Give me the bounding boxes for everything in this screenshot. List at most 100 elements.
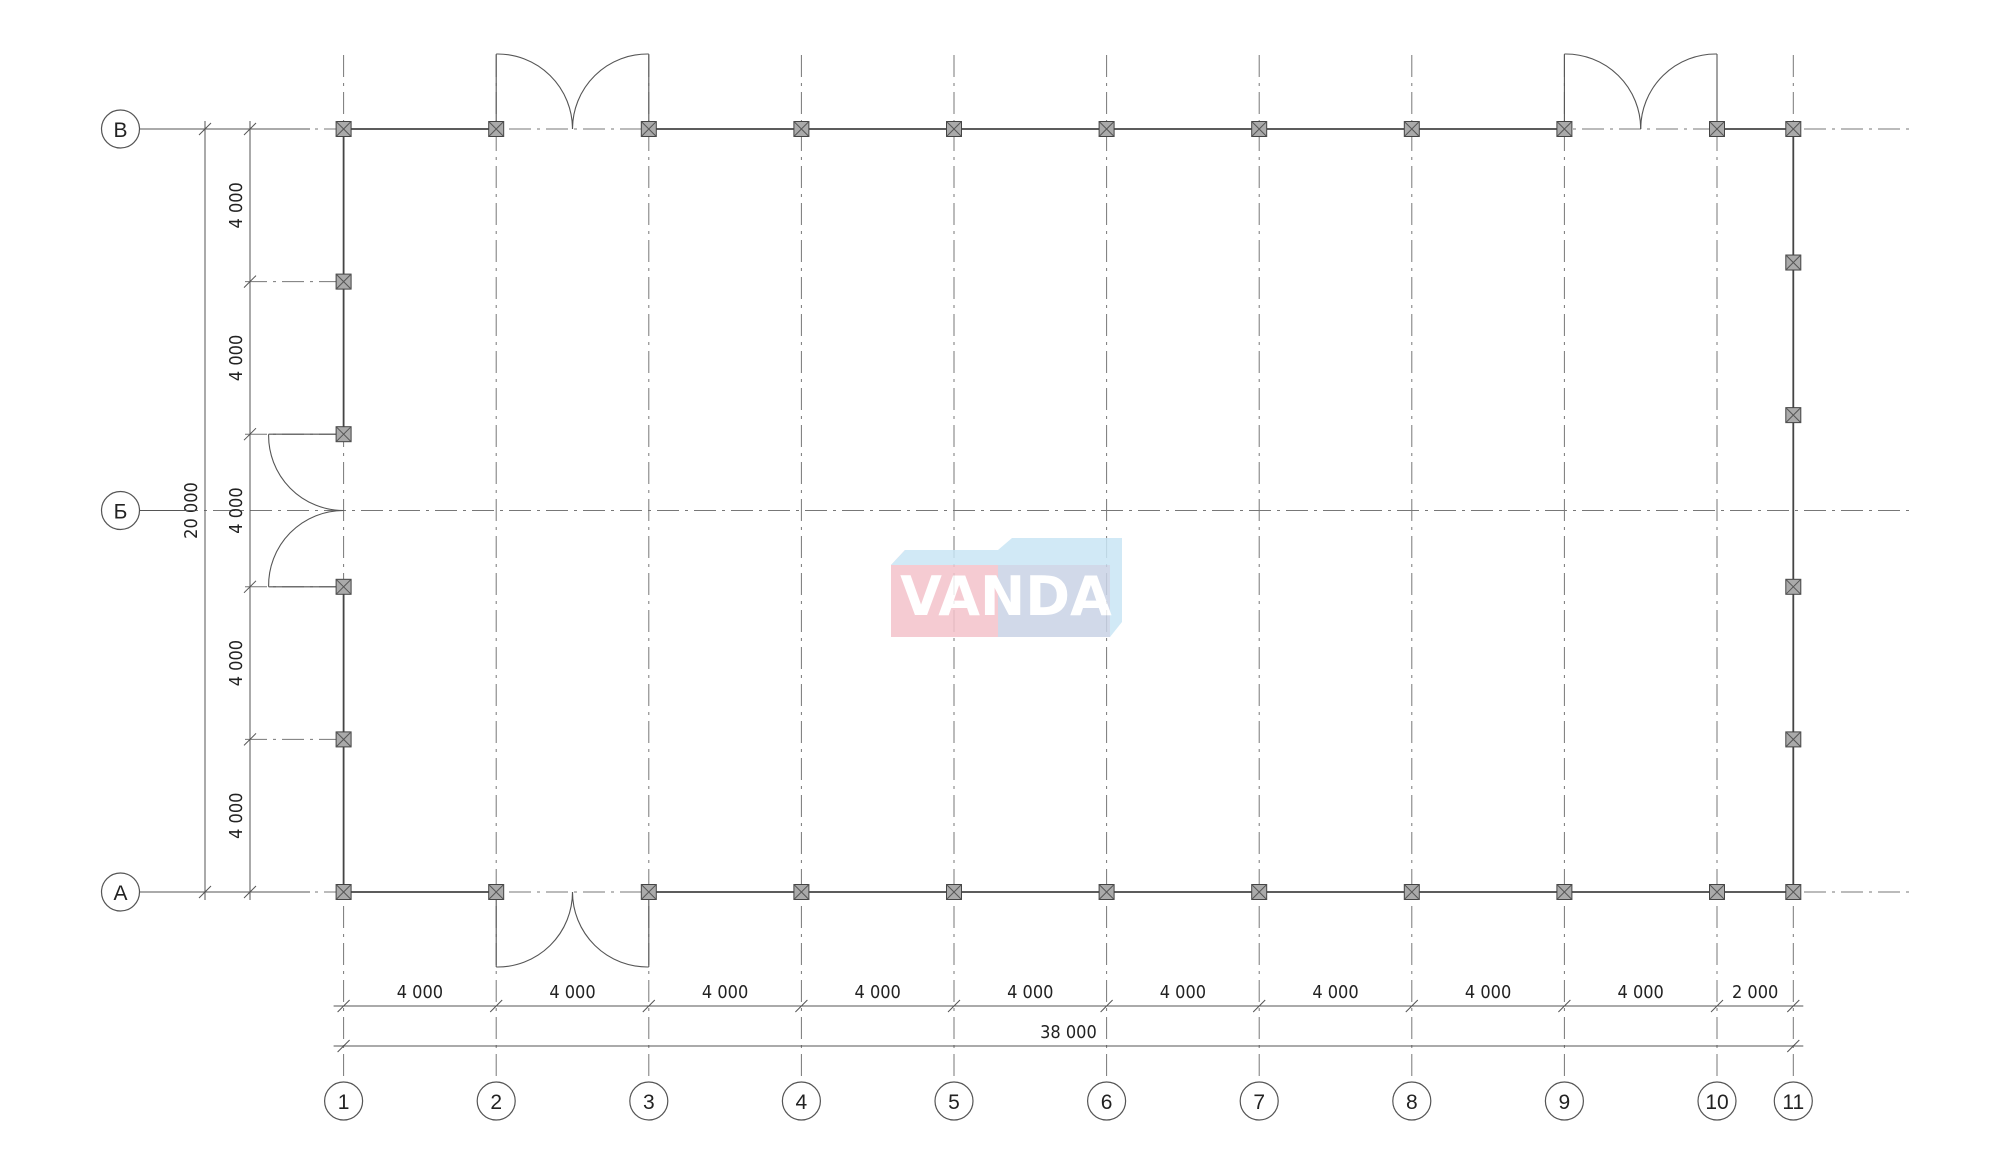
dimension-tick xyxy=(1786,999,1800,1013)
column-cross xyxy=(1785,254,1802,271)
dimension-label: 4 000 xyxy=(1312,982,1358,1003)
column-cross xyxy=(488,121,505,137)
column-cross xyxy=(1098,884,1115,900)
logo-blue-top xyxy=(891,550,1010,565)
dimension-tick xyxy=(243,275,257,288)
dimension-label: 4 000 xyxy=(1007,982,1053,1003)
axis-label-В: В xyxy=(113,119,127,142)
door-swing-arc xyxy=(1640,53,1718,130)
total-length-label: 38 000 xyxy=(1040,1022,1097,1043)
column-cross xyxy=(1785,578,1802,595)
door-swing-arc xyxy=(571,891,649,968)
dimension-label: 4 000 xyxy=(855,982,901,1003)
logo-text: VANDA xyxy=(900,565,1112,628)
axis-bubble xyxy=(100,109,141,149)
dimension-tick xyxy=(243,733,257,746)
dimension-tick xyxy=(795,999,808,1013)
dimension-label: 4 000 xyxy=(1618,982,1664,1003)
dimension-label: 4 000 xyxy=(226,487,247,533)
dimension-tick xyxy=(1100,999,1113,1013)
column-cross xyxy=(335,426,352,443)
axis-label-А: А xyxy=(113,882,127,905)
dimension-tick xyxy=(1405,999,1419,1013)
column-cross xyxy=(1556,121,1573,137)
column-cross xyxy=(1556,884,1573,900)
dimension-tick xyxy=(1710,999,1724,1013)
door-swing-arc xyxy=(1564,53,1642,130)
axis-bubble xyxy=(100,490,141,531)
axis-label-6: 6 xyxy=(1101,1091,1113,1114)
door-swing-arc xyxy=(571,53,649,130)
dimension-tick xyxy=(489,999,503,1013)
column-cross xyxy=(640,121,657,137)
dimension-label: 4 000 xyxy=(702,982,748,1003)
axis-bubble xyxy=(934,1081,974,1121)
door-swing-arc xyxy=(496,891,574,968)
column-cross xyxy=(335,578,352,595)
column-cross xyxy=(1785,407,1802,423)
column-cross xyxy=(1785,731,1802,748)
axis-bubble xyxy=(781,1081,822,1121)
logo-overlap xyxy=(998,565,1110,637)
dimension-label: 4 000 xyxy=(226,182,247,228)
door-swing-arc xyxy=(268,509,344,587)
column-cross xyxy=(793,121,810,137)
axis-bubble xyxy=(1773,1081,1813,1121)
column-cross xyxy=(335,121,352,137)
column-cross xyxy=(946,884,962,900)
axis-label-Б: Б xyxy=(114,501,128,524)
dimension-tick xyxy=(1252,999,1266,1013)
axis-label-9: 9 xyxy=(1559,1091,1571,1114)
axis-label-1: 1 xyxy=(338,1091,350,1114)
dimension-label: 2 000 xyxy=(1732,982,1778,1003)
axis-bubble xyxy=(476,1081,516,1121)
column-cross xyxy=(946,121,962,137)
dimension-tick xyxy=(642,999,656,1013)
axis-label-4: 4 xyxy=(796,1091,808,1114)
axis-bubble xyxy=(324,1081,364,1121)
column-cross xyxy=(1403,121,1420,137)
dimension-label: 4 000 xyxy=(1465,982,1511,1003)
axis-label-5: 5 xyxy=(948,1091,960,1114)
vanda-logo: VANDA xyxy=(891,538,1122,637)
column-cross xyxy=(335,273,352,290)
column-cross xyxy=(1785,884,1802,900)
axis-label-2: 2 xyxy=(490,1091,502,1114)
dimension-tick xyxy=(243,580,257,594)
axis-label-3: 3 xyxy=(643,1091,655,1114)
door-swing-arc xyxy=(496,53,574,130)
dimension-label: 4 000 xyxy=(549,982,595,1003)
dimension-label: 4 000 xyxy=(226,640,247,686)
axis-bubble xyxy=(1392,1081,1432,1121)
dimension-label: 4 000 xyxy=(397,982,443,1003)
axis-label-8: 8 xyxy=(1406,1091,1418,1114)
axis-bubble xyxy=(100,872,141,912)
dimension-tick xyxy=(1786,1039,1800,1053)
door-swing-arc xyxy=(268,434,344,512)
dimension-tick xyxy=(1558,999,1571,1013)
axis-bubble xyxy=(1239,1081,1279,1121)
column-cross xyxy=(1785,121,1802,137)
dimension-label: 4 000 xyxy=(226,793,247,839)
axis-label-7: 7 xyxy=(1253,1091,1265,1114)
axis-label-11: 11 xyxy=(1782,1091,1804,1114)
dimension-label: 4 000 xyxy=(226,335,247,381)
dimension-tick xyxy=(243,427,257,441)
dimension-tick xyxy=(337,1039,350,1053)
column-cross xyxy=(1251,884,1268,900)
dimension-tick xyxy=(337,999,350,1013)
axis-bubble xyxy=(1086,1081,1127,1121)
axis-bubble xyxy=(1544,1081,1585,1121)
column-cross xyxy=(640,884,657,900)
column-cross xyxy=(1403,884,1420,900)
column-cross xyxy=(335,731,352,748)
axis-label-10: 10 xyxy=(1705,1091,1728,1114)
axis-bubble xyxy=(629,1081,669,1121)
dimension-tick xyxy=(947,999,961,1013)
axis-bubble xyxy=(1697,1081,1737,1121)
column-cross xyxy=(1709,121,1725,137)
column-cross xyxy=(793,884,810,900)
dimension-label: 4 000 xyxy=(1160,982,1206,1003)
column-cross xyxy=(335,884,352,900)
